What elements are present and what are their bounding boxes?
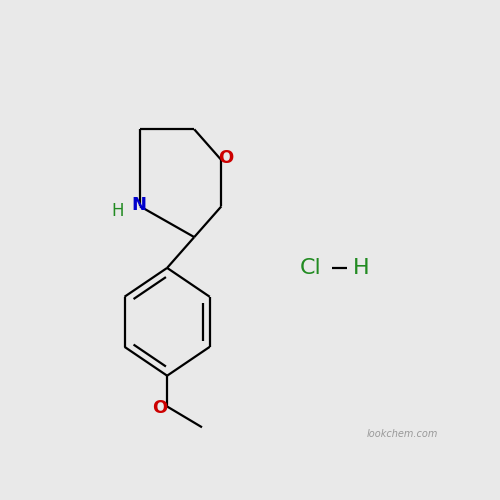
Text: H: H — [352, 258, 369, 278]
Text: O: O — [218, 149, 234, 167]
Text: Cl: Cl — [300, 258, 322, 278]
Text: N: N — [132, 196, 146, 214]
Text: H: H — [112, 202, 124, 220]
Text: lookchem.com: lookchem.com — [367, 429, 438, 439]
Text: O: O — [152, 398, 168, 416]
